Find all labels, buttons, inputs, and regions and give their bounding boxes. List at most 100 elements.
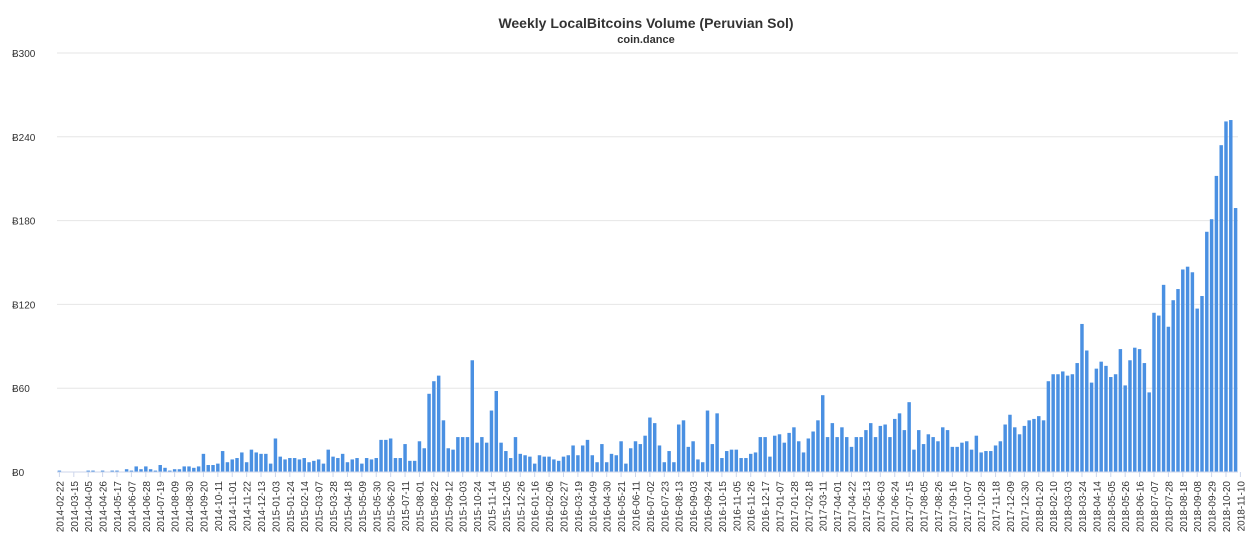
bar[interactable] (393, 458, 398, 472)
bar[interactable] (614, 455, 619, 472)
bar[interactable] (672, 462, 676, 472)
bar[interactable] (1176, 289, 1180, 472)
bar[interactable] (1171, 300, 1175, 472)
bar[interactable] (1008, 414, 1012, 472)
bar[interactable] (408, 460, 412, 472)
bar[interactable] (624, 463, 628, 472)
bar[interactable] (864, 430, 868, 472)
bar[interactable] (220, 451, 225, 472)
bar[interactable] (139, 469, 143, 472)
bar[interactable] (158, 465, 162, 472)
bar[interactable] (384, 439, 388, 472)
bar[interactable] (1032, 418, 1036, 472)
bar[interactable] (115, 470, 119, 472)
bar[interactable] (432, 381, 436, 472)
bar[interactable] (326, 449, 330, 472)
bar[interactable] (336, 458, 340, 472)
bar[interactable] (484, 442, 489, 472)
bar[interactable] (566, 455, 571, 472)
bar[interactable] (912, 449, 916, 472)
bar[interactable] (91, 470, 95, 472)
bar[interactable] (571, 445, 575, 472)
bar[interactable] (264, 453, 268, 472)
bar[interactable] (1142, 363, 1147, 472)
bar[interactable] (388, 438, 393, 472)
bar[interactable] (192, 467, 196, 472)
bar[interactable] (254, 452, 258, 472)
bar[interactable] (345, 462, 350, 472)
bar[interactable] (441, 420, 446, 472)
bar[interactable] (724, 451, 729, 472)
bar[interactable] (950, 446, 955, 472)
bar[interactable] (936, 441, 940, 472)
bar[interactable] (398, 458, 402, 472)
bar[interactable] (1128, 360, 1132, 472)
bar[interactable] (1224, 121, 1228, 472)
bar[interactable] (86, 470, 90, 472)
bar[interactable] (513, 437, 518, 472)
bar[interactable] (830, 423, 835, 472)
bar[interactable] (648, 417, 652, 472)
bar[interactable] (1061, 371, 1065, 472)
bar[interactable] (1094, 368, 1099, 472)
bar[interactable] (374, 458, 378, 472)
bar[interactable] (1003, 424, 1007, 472)
bar[interactable] (604, 462, 609, 472)
bar[interactable] (859, 437, 863, 472)
bar[interactable] (307, 462, 311, 472)
bar[interactable] (907, 402, 911, 472)
bar[interactable] (960, 442, 964, 472)
bar[interactable] (504, 451, 508, 472)
bar[interactable] (998, 441, 1003, 472)
bar[interactable] (278, 456, 282, 472)
bar[interactable] (888, 437, 892, 472)
bar[interactable] (739, 458, 743, 472)
bar[interactable] (283, 459, 287, 472)
bar[interactable] (297, 459, 302, 472)
bar[interactable] (590, 455, 595, 472)
bar[interactable] (758, 437, 763, 472)
bar[interactable] (580, 445, 585, 472)
bar[interactable] (821, 395, 825, 472)
bar[interactable] (1123, 385, 1127, 472)
bar[interactable] (436, 375, 441, 472)
bar[interactable] (364, 458, 369, 472)
bar[interactable] (168, 470, 172, 472)
bar[interactable] (811, 431, 815, 472)
bar[interactable] (816, 420, 820, 472)
bar[interactable] (965, 441, 969, 472)
bar[interactable] (825, 437, 830, 472)
bar[interactable] (720, 458, 724, 472)
bar[interactable] (806, 438, 811, 472)
bar[interactable] (662, 462, 667, 472)
bar[interactable] (1133, 347, 1137, 472)
bar[interactable] (1046, 381, 1051, 472)
bar[interactable] (1027, 420, 1031, 472)
bar[interactable] (240, 452, 244, 472)
bar[interactable] (532, 463, 537, 472)
bar[interactable] (681, 420, 686, 472)
bar[interactable] (989, 451, 993, 472)
bar[interactable] (148, 469, 153, 472)
bar[interactable] (259, 453, 263, 472)
bar[interactable] (1195, 308, 1199, 472)
bar[interactable] (537, 455, 542, 472)
bar[interactable] (350, 459, 354, 472)
bar[interactable] (1205, 231, 1209, 472)
bar[interactable] (528, 456, 532, 472)
bar[interactable] (417, 441, 422, 472)
bar[interactable] (451, 449, 455, 472)
bar[interactable] (931, 437, 935, 472)
bar[interactable] (494, 390, 499, 472)
bar[interactable] (926, 434, 931, 472)
bar[interactable] (763, 437, 767, 472)
bar[interactable] (1147, 392, 1151, 472)
bar[interactable] (518, 453, 523, 472)
bar[interactable] (1233, 208, 1238, 472)
bar[interactable] (206, 465, 210, 472)
bar[interactable] (600, 444, 604, 472)
bar[interactable] (273, 438, 278, 472)
bar[interactable] (1089, 382, 1094, 472)
bar[interactable] (796, 441, 801, 472)
bar[interactable] (945, 430, 950, 472)
